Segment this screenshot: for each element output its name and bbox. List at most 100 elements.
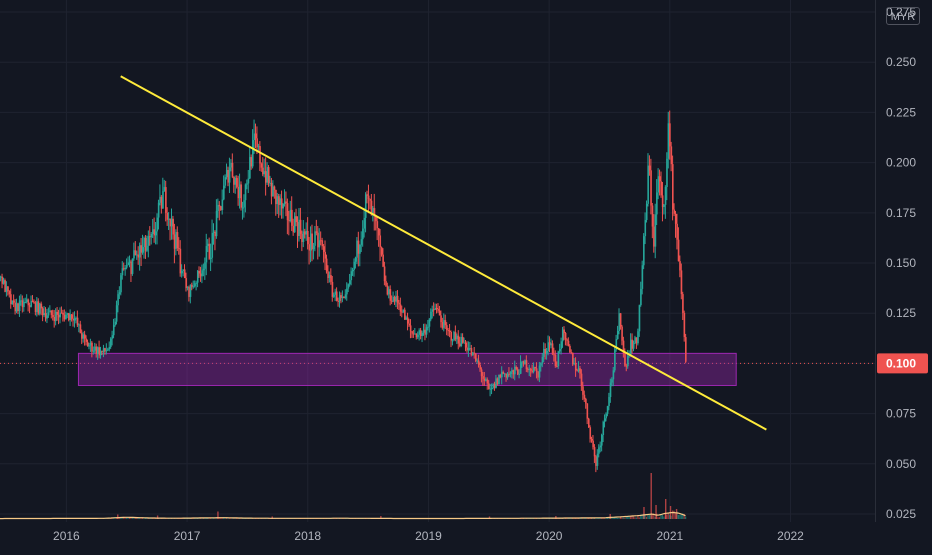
candle-body bbox=[562, 330, 564, 342]
candle-body bbox=[188, 287, 190, 297]
candle-body bbox=[167, 213, 169, 220]
candle-body bbox=[78, 324, 80, 325]
volume-bar bbox=[651, 473, 652, 519]
candle-body bbox=[644, 220, 646, 236]
candle-body bbox=[673, 210, 675, 214]
candle-body bbox=[103, 348, 105, 352]
candle-body bbox=[381, 247, 383, 254]
candle-body bbox=[666, 159, 668, 187]
candle-body bbox=[411, 331, 413, 333]
candle-body bbox=[521, 361, 523, 362]
candle-body bbox=[55, 312, 57, 321]
candle-body bbox=[306, 231, 308, 235]
candle-body bbox=[29, 305, 31, 307]
candle-body bbox=[476, 361, 478, 362]
volume-bar bbox=[633, 517, 634, 519]
candle-body bbox=[62, 313, 64, 315]
candle-body bbox=[300, 220, 302, 234]
candle-body bbox=[676, 224, 678, 240]
candle-body bbox=[156, 218, 158, 232]
candle-body bbox=[223, 186, 225, 200]
candle-body bbox=[595, 456, 597, 466]
candle-body bbox=[158, 203, 160, 218]
candle-body bbox=[265, 171, 267, 182]
candle-body bbox=[400, 304, 402, 311]
candle-body bbox=[272, 187, 274, 197]
candle-body bbox=[46, 315, 48, 318]
y-tick-label: 0.050 bbox=[886, 457, 916, 471]
candle-body bbox=[274, 187, 276, 190]
candle-body bbox=[235, 178, 237, 185]
candle-body bbox=[39, 304, 41, 314]
y-tick-label: 0.150 bbox=[886, 256, 916, 270]
candle-body bbox=[568, 341, 570, 346]
candle-body bbox=[337, 301, 339, 302]
candle-body bbox=[602, 422, 604, 435]
candle-body bbox=[442, 322, 444, 328]
candle-body bbox=[574, 363, 576, 364]
candle-body bbox=[626, 366, 628, 367]
y-tick-label: 0.125 bbox=[886, 306, 916, 320]
candle-body bbox=[543, 349, 545, 357]
candle-body bbox=[403, 310, 405, 313]
candle-body bbox=[129, 262, 131, 263]
candle-body bbox=[35, 302, 37, 312]
candle-body bbox=[410, 325, 412, 331]
candle-body bbox=[17, 303, 19, 311]
candle-body bbox=[293, 226, 295, 232]
candle-body bbox=[123, 268, 125, 269]
candle-body bbox=[655, 214, 657, 246]
candle-body bbox=[461, 337, 463, 346]
candle-body bbox=[611, 379, 613, 382]
volume-bar bbox=[609, 514, 610, 519]
candle-body bbox=[1, 277, 3, 284]
candle-body bbox=[316, 231, 318, 232]
candle-body bbox=[368, 196, 370, 199]
candle-body bbox=[187, 287, 189, 288]
candle-body bbox=[125, 268, 127, 270]
x-tick-label: 2021 bbox=[656, 529, 683, 543]
candle-body bbox=[452, 340, 454, 341]
candle-body bbox=[64, 315, 66, 320]
candle-body bbox=[275, 190, 277, 204]
candle-body bbox=[130, 262, 132, 274]
candle-body bbox=[366, 194, 368, 195]
candle-body bbox=[9, 291, 11, 294]
candle-body bbox=[589, 427, 591, 439]
currency-badge[interactable]: MYR bbox=[886, 7, 920, 25]
candle-body bbox=[256, 138, 258, 147]
candle-body bbox=[233, 177, 235, 185]
candle-body bbox=[42, 308, 44, 315]
candle-body bbox=[513, 370, 515, 374]
candle-body bbox=[80, 324, 82, 333]
candle-body bbox=[417, 335, 419, 337]
candle-body bbox=[119, 292, 121, 294]
candle-body bbox=[271, 183, 273, 196]
candle-body bbox=[624, 353, 626, 365]
candle-body bbox=[58, 315, 60, 318]
candle-body bbox=[604, 418, 606, 421]
candle-body bbox=[213, 232, 215, 233]
candle-body bbox=[326, 259, 328, 272]
candle-body bbox=[390, 289, 392, 301]
candle-body bbox=[581, 374, 583, 387]
candle-body bbox=[518, 374, 520, 375]
candle-body bbox=[556, 366, 558, 367]
volume-bar bbox=[624, 518, 625, 519]
candle-body bbox=[618, 313, 620, 331]
candle-body bbox=[613, 370, 615, 379]
candle-body bbox=[569, 346, 571, 352]
candle-body bbox=[484, 379, 486, 381]
candle-body bbox=[426, 327, 428, 334]
candle-body bbox=[246, 183, 248, 184]
candle-body bbox=[530, 369, 532, 371]
candle-body bbox=[587, 403, 589, 418]
candle-body bbox=[7, 286, 9, 291]
volume-bar bbox=[117, 515, 118, 520]
candle-body bbox=[196, 283, 198, 284]
candle-body bbox=[675, 214, 677, 224]
candle-body bbox=[572, 353, 574, 364]
candle-body bbox=[298, 220, 300, 236]
